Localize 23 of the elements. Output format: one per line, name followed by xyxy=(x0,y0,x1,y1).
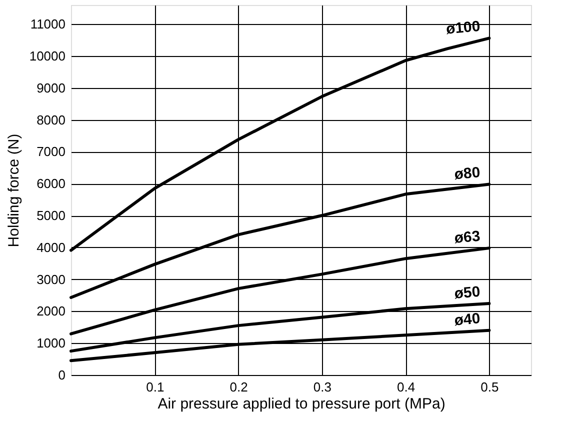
series-label: ø50 xyxy=(454,283,481,303)
x-tick-label: 0.3 xyxy=(313,380,332,394)
y-tick-label: 3000 xyxy=(36,272,66,287)
y-tick-label: 0 xyxy=(58,368,66,382)
y-tick-label: 6000 xyxy=(36,176,66,192)
x-tick-label: 0.5 xyxy=(480,380,499,394)
y-tick-label: 2000 xyxy=(36,304,66,319)
series-label: ø80 xyxy=(454,164,481,184)
x-axis-title: Air pressure applied to pressure port (MPa) xyxy=(158,396,446,412)
y-axis-title: Holding force (N) xyxy=(5,134,22,248)
series-label: ø63 xyxy=(454,228,481,248)
x-tick-label: 0.2 xyxy=(230,380,248,394)
y-tick-label: 5000 xyxy=(36,208,66,224)
y-tick-label: 1000 xyxy=(36,336,66,351)
y-tick-label: 8000 xyxy=(36,112,66,128)
x-tick-label: 0.4 xyxy=(397,380,416,394)
y-tick-label: 11000 xyxy=(30,16,66,32)
x-tick-label: 0.1 xyxy=(146,380,164,394)
series-label: ø40 xyxy=(454,310,481,330)
y-tick-label: 7000 xyxy=(36,144,66,160)
y-tick-label: 4000 xyxy=(36,240,66,255)
y-tick-label: 9000 xyxy=(36,80,66,96)
y-tick-label: 10000 xyxy=(29,48,66,64)
